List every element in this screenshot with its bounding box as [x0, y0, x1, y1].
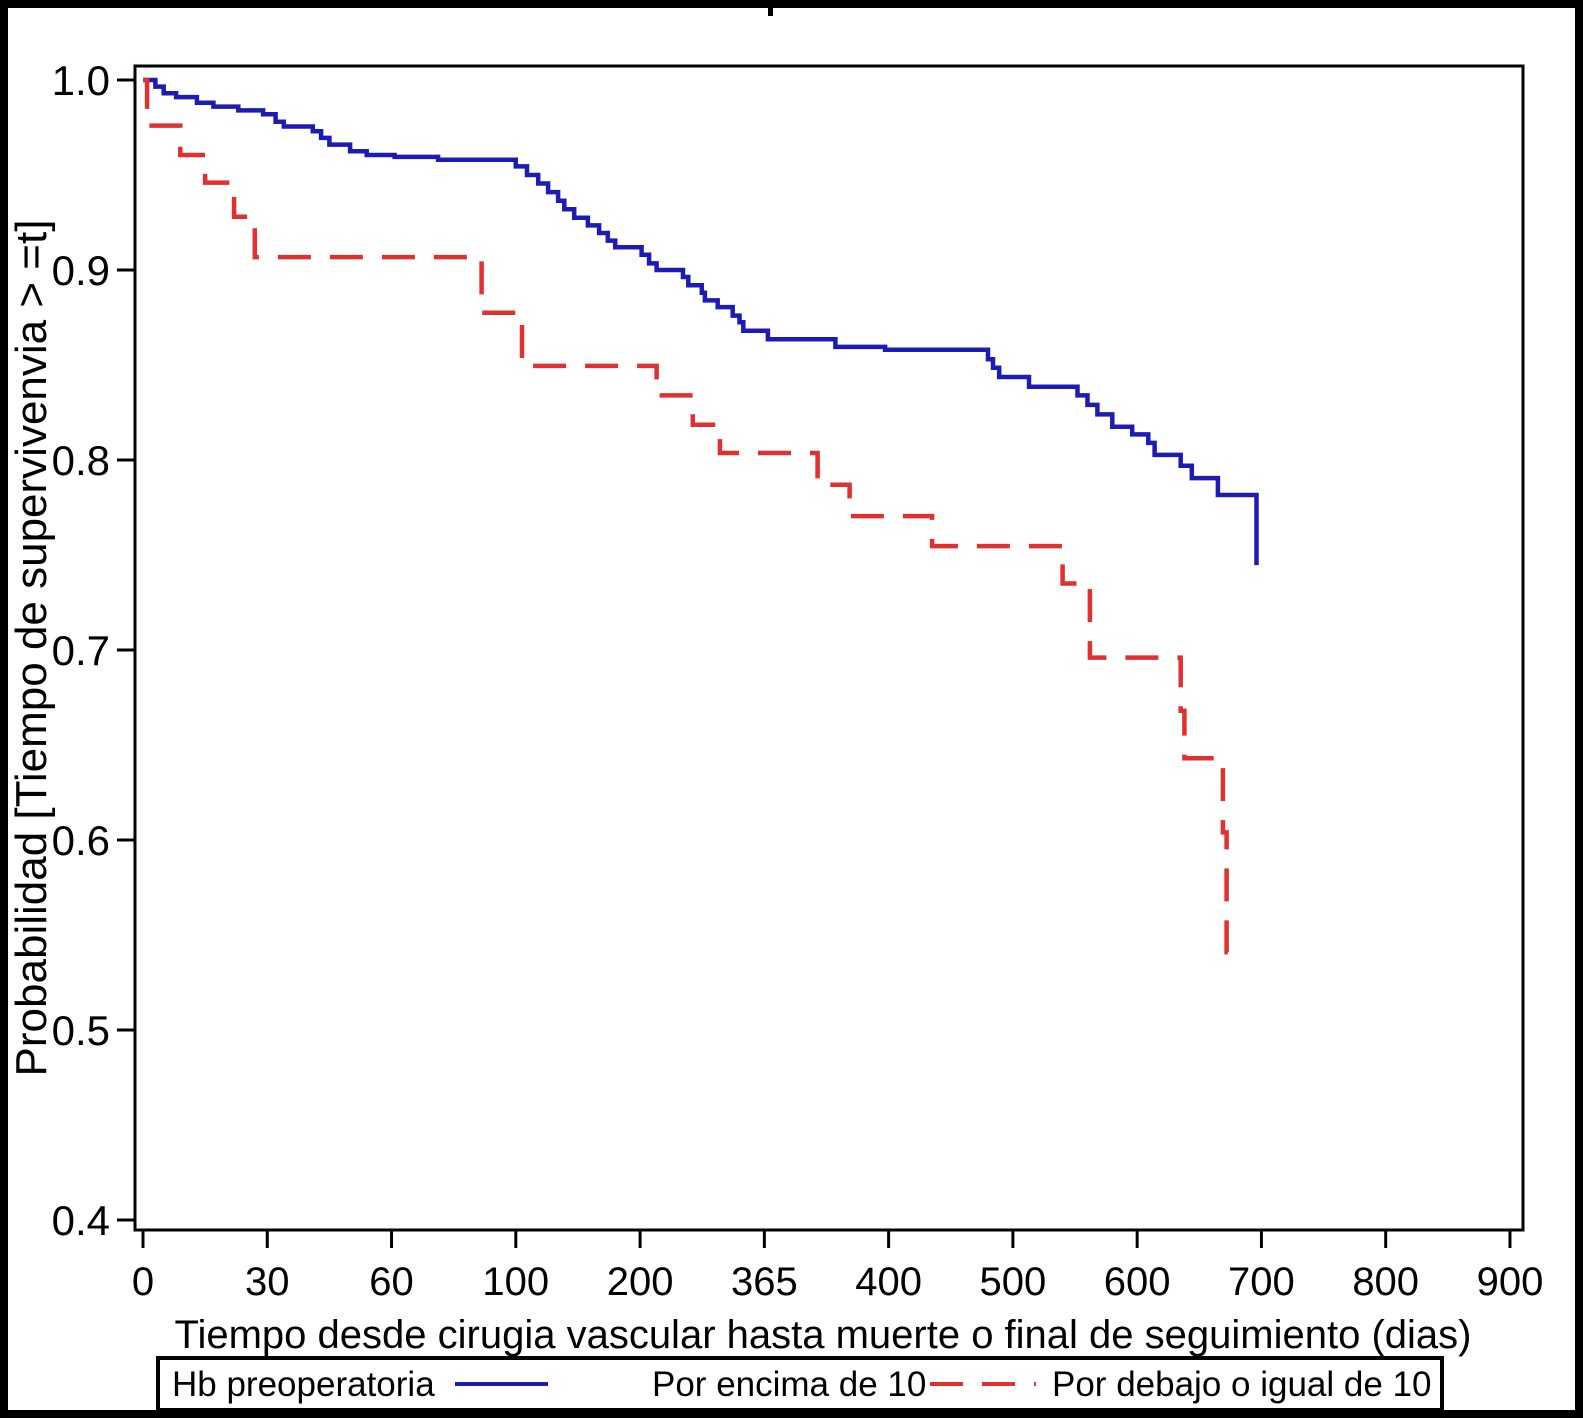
x-tick-label: 30 — [245, 1260, 290, 1304]
x-tick-label: 700 — [1228, 1260, 1295, 1304]
x-tick-label: 400 — [855, 1260, 922, 1304]
x-tick-label: 900 — [1477, 1260, 1544, 1304]
y-tick-label: 0.7 — [52, 627, 110, 674]
curves — [143, 77, 1259, 955]
x-tick-label: 200 — [607, 1260, 674, 1304]
legend-title: Hb preoperatoria — [172, 1365, 435, 1404]
x-tick-label: 60 — [369, 1260, 414, 1304]
x-tick-label: 0 — [132, 1260, 154, 1304]
y-tick-label: 0.6 — [52, 817, 110, 864]
x-axis-title: Tiempo desde cirugia vascular hasta muer… — [175, 1313, 1472, 1357]
y-tick-label: 1.0 — [52, 57, 110, 104]
y-axis-title: Probabilidad [Tiempo de supervivenvia > … — [7, 220, 56, 1077]
legend-label-por-debajo: Por debajo o igual de 10 — [1052, 1365, 1431, 1404]
legend-box — [156, 1356, 1444, 1412]
legend-label-por-encima: Por encima de 10 — [652, 1365, 926, 1404]
series-solid — [143, 77, 1259, 566]
series-dashed — [143, 77, 1232, 955]
legend: Hb preoperatoria Por encima de 10 Por de… — [156, 1356, 1444, 1412]
y-tick-label: 0.5 — [52, 1007, 110, 1054]
top-tick-mark — [768, 8, 773, 16]
x-tick-label: 800 — [1352, 1260, 1419, 1304]
x-tick-label: 500 — [980, 1260, 1047, 1304]
x-tick-label: 100 — [482, 1260, 549, 1304]
y-tick-label: 0.8 — [52, 437, 110, 484]
x-tick-label: 365 — [731, 1260, 798, 1304]
x-axis: 0 30 60 100 200 365 400 500 600 700 800 900 — [132, 1230, 1543, 1304]
y-tick-label: 0.9 — [52, 247, 110, 294]
plot-frame — [133, 64, 1525, 1232]
y-axis: 1.0 0.9 0.8 0.7 0.6 0.5 0.4 — [52, 57, 135, 1244]
y-tick-label: 0.4 — [52, 1197, 110, 1244]
x-tick-label: 600 — [1104, 1260, 1171, 1304]
